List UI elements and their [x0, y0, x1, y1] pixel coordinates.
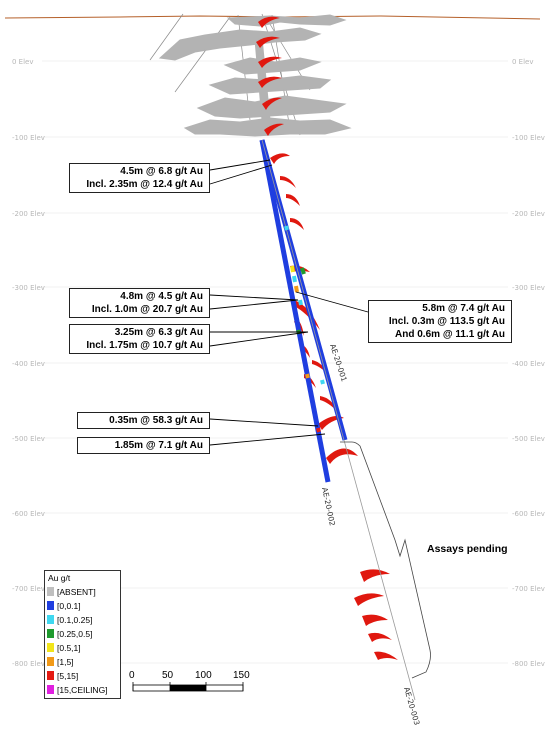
- legend-item: [ABSENT]: [47, 585, 96, 598]
- intercept-line: 5.8m @ 7.4 g/t Au: [422, 303, 505, 314]
- scale-tick-label: 100: [195, 670, 212, 681]
- elev-label-left: -700 Elev: [12, 585, 45, 593]
- intercept-line: Incl. 1.75m @ 10.7 g/t Au: [86, 340, 203, 351]
- elev-label-right: -400 Elev: [512, 360, 545, 368]
- elev-label-right: -600 Elev: [512, 510, 545, 518]
- intercept-line: 4.8m @ 4.5 g/t Au: [120, 291, 203, 302]
- elev-label-left: -100 Elev: [12, 134, 45, 142]
- elev-label-left: -500 Elev: [12, 435, 45, 443]
- legend-swatch: [47, 671, 54, 680]
- elev-label-right: -300 Elev: [512, 284, 545, 292]
- elev-label-left: -200 Elev: [12, 210, 45, 218]
- intercept-line: 0.35m @ 58.3 g/t Au: [109, 415, 203, 426]
- elev-label-right: -500 Elev: [512, 435, 545, 443]
- legend-label: [ABSENT]: [57, 586, 96, 597]
- legend-swatch: [47, 657, 54, 666]
- elev-label-left: 0 Elev: [12, 58, 34, 66]
- intercept-line: 3.25m @ 6.3 g/t Au: [114, 327, 203, 338]
- elev-label-right: -100 Elev: [512, 134, 545, 142]
- legend-item: [0,0.1]: [47, 599, 81, 612]
- drill-holes: [259, 139, 416, 701]
- legend-swatch: [47, 643, 54, 652]
- legend-swatch: [47, 685, 54, 694]
- scale-tick-label: 150: [233, 670, 250, 681]
- assay-highlights: [284, 225, 325, 433]
- intercept-line: 4.5m @ 6.8 g/t Au: [120, 166, 203, 177]
- elev-label-right: -800 Elev: [512, 660, 545, 668]
- elev-label-right: -200 Elev: [512, 210, 545, 218]
- legend-swatch: [47, 629, 54, 638]
- legend-label: [0,0.1]: [57, 600, 81, 611]
- legend: Au g/t [ABSENT] [0,0.1] [0.1,0.25] [0.25…: [44, 570, 121, 699]
- legend-swatch: [47, 587, 54, 596]
- legend-item: [15,CEILING]: [47, 683, 108, 696]
- legend-swatch: [47, 601, 54, 610]
- drill-hole-ae-20-003: [261, 139, 416, 701]
- hole-label-ae-20-002: AE-20-002: [320, 487, 337, 527]
- topography-line: [4, 15, 541, 20]
- drill-hole-ae-20-002: [259, 139, 331, 483]
- intercept-box-2: 4.8m @ 4.5 g/t Au Incl. 1.0m @ 20.7 g/t …: [69, 288, 210, 318]
- legend-item: [5,15]: [47, 669, 78, 682]
- intercept-box-4: 3.25m @ 6.3 g/t Au Incl. 1.75m @ 10.7 g/…: [69, 324, 210, 354]
- legend-item: [0.5,1]: [47, 641, 81, 654]
- hole-label-ae-20-003: AE-20-003: [402, 686, 422, 726]
- scale-bar: 0 50 100 150: [129, 670, 250, 692]
- elev-label-right: -700 Elev: [512, 585, 545, 593]
- elev-label-left: -300 Elev: [12, 284, 45, 292]
- legend-swatch: [47, 615, 54, 624]
- intercept-box-1: 4.5m @ 6.8 g/t Au Incl. 2.35m @ 12.4 g/t…: [69, 163, 210, 193]
- intercept-box-5: 0.35m @ 58.3 g/t Au: [77, 412, 210, 429]
- elev-label-left: -600 Elev: [12, 510, 45, 518]
- assays-pending-bracket: [340, 441, 431, 679]
- elev-label-left: -400 Elev: [12, 360, 45, 368]
- scale-tick-label: 50: [162, 670, 174, 681]
- intercept-line: Incl. 2.35m @ 12.4 g/t Au: [86, 179, 203, 190]
- assays-pending-label: Assays pending: [427, 543, 508, 555]
- underground-workings: [158, 14, 352, 137]
- elev-label-left: -800 Elev: [12, 660, 45, 668]
- vein-markers: [256, 16, 398, 660]
- leader-lines: [209, 159, 369, 446]
- legend-label: [0.5,1]: [57, 642, 81, 653]
- intercept-box-6: 1.85m @ 7.1 g/t Au: [77, 437, 210, 454]
- legend-item: [0.1,0.25]: [47, 613, 92, 626]
- legend-label: [0.1,0.25]: [57, 614, 93, 625]
- scale-tick-label: 0: [129, 670, 135, 681]
- legend-item: [0.25,0.5]: [47, 627, 92, 640]
- legend-label: [15,CEILING]: [57, 684, 108, 695]
- intercept-line: Incl. 1.0m @ 20.7 g/t Au: [91, 304, 203, 315]
- intercept-box-3: 5.8m @ 7.4 g/t Au Incl. 0.3m @ 113.5 g/t…: [368, 300, 512, 343]
- legend-label: [1,5]: [57, 656, 74, 667]
- legend-title: Au g/t: [48, 573, 71, 583]
- legend-item: [1,5]: [47, 655, 74, 668]
- intercept-line: And 0.6m @ 11.1 g/t Au: [395, 329, 505, 340]
- intercept-line: Incl. 0.3m @ 113.5 g/t Au: [388, 316, 505, 327]
- intercept-line: 1.85m @ 7.1 g/t Au: [114, 440, 203, 451]
- legend-label: [0.25,0.5]: [57, 628, 93, 639]
- elev-label-right: 0 Elev: [512, 58, 534, 66]
- legend-label: [5,15]: [57, 670, 79, 681]
